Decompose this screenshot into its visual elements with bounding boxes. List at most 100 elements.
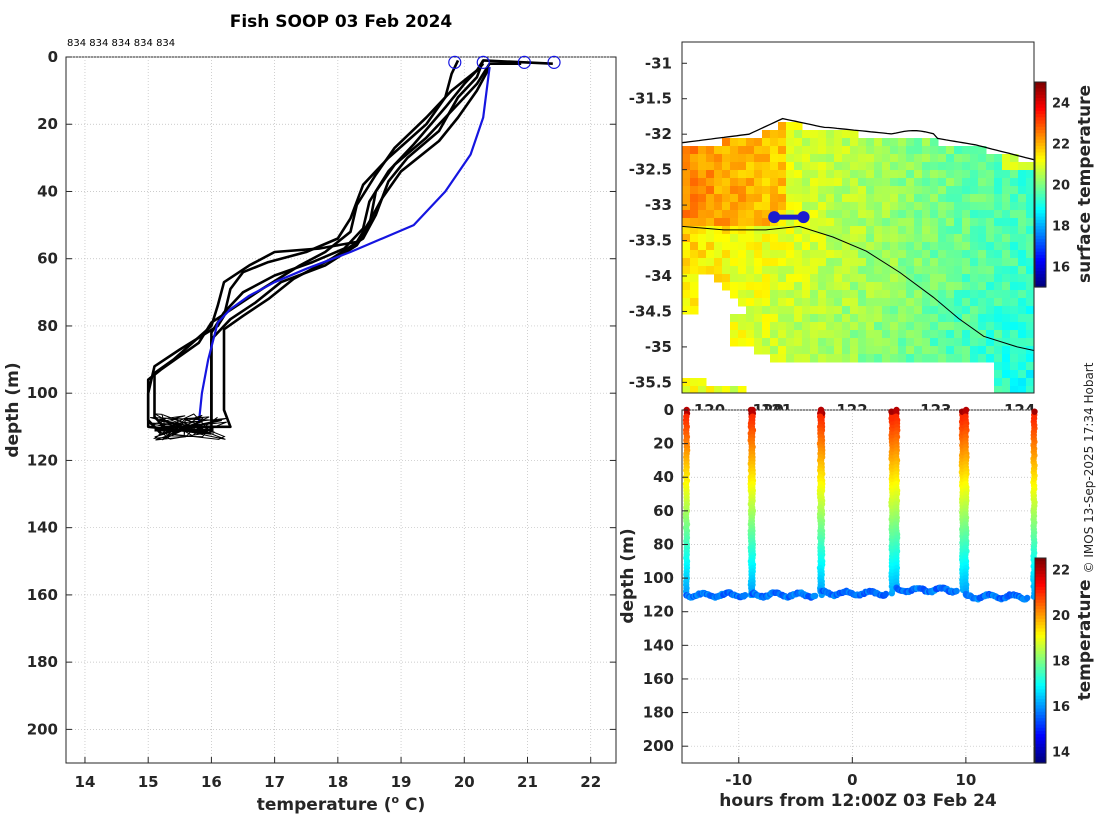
colorbar-band [1035,267,1046,272]
sst-cell [826,258,835,267]
sst-cell [698,266,707,275]
sst-cell [730,386,739,393]
sst-cell [1010,322,1019,331]
sst-cell [850,234,859,243]
sst-cell [970,314,979,323]
sst-cell [970,322,979,331]
sst-cell [890,138,899,147]
sst-cell [1026,386,1034,393]
sst-cell [1018,258,1027,267]
sst-cell [978,178,987,187]
sst-cell [1026,290,1034,299]
colorbar-band [1035,750,1046,754]
sst-cell [754,322,763,331]
sst-cell [874,210,883,219]
map-y-tick-label: -33.5 [629,232,672,250]
sst-cell [1018,306,1027,315]
sst-cell [738,170,747,179]
sst-cell [1018,322,1027,331]
sst-cell [922,242,931,251]
sst-cell [698,210,707,219]
sst-cell [698,242,707,251]
sst-cell [834,274,843,283]
sst-cell [794,130,803,139]
sst-cell [938,266,947,275]
sst-cell [946,346,955,355]
sst-cell [762,266,771,275]
sst-cell [986,242,995,251]
sst-cell [762,282,771,291]
sst-cell [858,258,867,267]
sst-cell [714,226,723,235]
sst-cell [970,354,979,363]
sst-cell [1010,290,1019,299]
y-tick-label: 0 [48,48,58,66]
sst-cell [866,218,875,227]
sst-cell [802,130,811,139]
sst-cell [970,146,979,155]
sst-cell [810,346,819,355]
sst-cell [922,338,931,347]
sst-cell [786,194,795,203]
sst-cell [842,346,851,355]
sst-cell [1010,282,1019,291]
sst-cell [810,154,819,163]
sst-cell [738,266,747,275]
sst-cell [898,234,907,243]
sst-cell [826,266,835,275]
colorbar-band [1035,98,1046,102]
colorbar-band [1035,599,1046,604]
sst-cell [858,314,867,323]
sst-cell [882,218,891,227]
surface-marker [517,55,531,69]
sst-cell [826,202,835,211]
sst-cell [914,290,923,299]
sst-cell [1010,154,1019,163]
sst-cell [754,346,763,355]
temperature-point [888,408,895,415]
sst-cell [722,154,731,163]
sst-cell [826,354,835,363]
y-tick-label: 140 [27,519,58,537]
sst-cell [730,162,739,171]
sst-cell [986,346,995,355]
sst-cell [994,258,1003,267]
sst-cell [818,234,827,243]
colorbar-band [1035,676,1046,681]
colorbar-band [1035,561,1046,566]
colorbar-band [1035,197,1046,202]
sst-cell [1002,202,1011,211]
sst-cell [898,178,907,187]
sst-cell [994,322,1003,331]
sst-cell [1018,274,1027,283]
sst-cell [882,234,891,243]
sst-cell [834,346,843,355]
map-axes-box [681,41,1035,394]
sst-cell [794,250,803,259]
sst-cell [986,250,995,259]
sst-cell [978,298,987,307]
sst-cell [986,306,995,315]
sst-cell [754,202,763,211]
colorbar-band [1035,114,1046,118]
sst-cell [754,258,763,267]
sst-cell [850,306,859,315]
sst-cell [1002,266,1011,275]
sst-cell [842,146,851,155]
sst-cell [970,226,979,235]
sst-cell [922,146,931,155]
sst-cell [682,266,691,275]
sst-cell [914,330,923,339]
sst-cell [954,330,963,339]
sst-cell [682,250,691,259]
sst-cell [706,178,715,187]
sst-cell [1002,338,1011,347]
sst-cell [826,290,835,299]
sst-cell [762,338,771,347]
sst-cell [762,258,771,267]
sst-cell [994,162,1003,171]
sst-cell [778,178,787,187]
sst-cell [1026,170,1034,179]
sst-cell [698,226,707,235]
sst-cell [746,314,755,323]
